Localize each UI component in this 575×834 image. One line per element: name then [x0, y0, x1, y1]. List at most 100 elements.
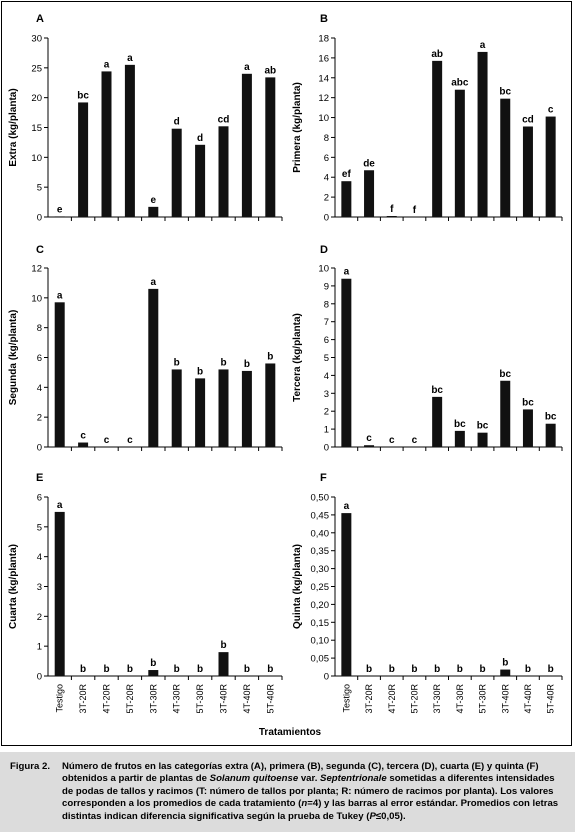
y-tick-label: 0,50 — [311, 493, 330, 504]
significance-letter: b — [389, 664, 395, 675]
significance-letter: e — [57, 204, 63, 215]
significance-letter: b — [434, 664, 440, 675]
bar — [171, 369, 182, 447]
x-tick-label: 5T-20R — [409, 684, 419, 714]
bar — [78, 442, 89, 447]
panel-c: C 0 2 4 6 8 10 12 Segunda (kg/planta) a c c c a b b b b b — [8, 244, 283, 454]
significance-letter: c — [548, 105, 554, 116]
significance-letter: ef — [342, 169, 352, 180]
bar — [148, 206, 159, 217]
y-tick-label: 0,35 — [311, 546, 330, 557]
bar — [432, 60, 443, 217]
bar — [101, 71, 112, 217]
significance-letter: b — [267, 351, 273, 362]
panel-f: F 0 0,05 0,10 0,15 0,20 0,25 0,30 0,35 0,40 0,45 0,… — [292, 472, 563, 714]
bar — [124, 64, 135, 217]
significance-letter: b — [267, 664, 273, 675]
y-tick-label: 3 — [37, 582, 42, 593]
y-tick-label: 10 — [31, 293, 42, 304]
panel-e: E 0 1 2 3 4 5 6 Cuarta (kg/planta) a Testigo b 3T-20… — [8, 472, 283, 714]
significance-letter: b — [502, 658, 508, 669]
y-tick-label: 2 — [324, 193, 329, 204]
y-tick-label: 0,45 — [311, 510, 330, 521]
bar — [241, 73, 252, 217]
bar — [78, 102, 89, 217]
y-tick-label: 1 — [324, 425, 329, 436]
figure-caption: Figura 2. Número de frutos en las catego… — [0, 752, 575, 832]
x-tick-label: 3T-40R — [219, 684, 229, 714]
bar — [265, 363, 276, 447]
significance-letter: b — [244, 359, 250, 370]
significance-letter: a — [57, 500, 63, 511]
significance-letter: bc — [477, 421, 489, 432]
y-tick-label: 0 — [37, 443, 42, 454]
caption-part: P — [369, 810, 376, 822]
bar — [54, 511, 65, 676]
caption-part: var. — [298, 773, 321, 785]
x-tick-label: 4T-40R — [242, 684, 252, 714]
significance-letter: d — [197, 133, 203, 144]
y-tick-label: 0,15 — [311, 618, 330, 629]
y-tick-label: 8 — [37, 323, 42, 334]
significance-letter: bc — [431, 385, 443, 396]
y-tick-label: 2 — [324, 407, 329, 418]
y-tick-label: 16 — [318, 53, 329, 64]
x-tick-label: 3T-30R — [432, 684, 442, 714]
significance-letter: b — [174, 664, 180, 675]
y-tick-label: 0,25 — [311, 582, 330, 593]
significance-letter: b — [479, 664, 485, 675]
y-axis-title: Segunda (kg/planta) — [8, 310, 19, 406]
y-tick-label: 2 — [37, 413, 42, 424]
significance-letter: a — [57, 290, 63, 301]
caption-part: Solanum quitoense — [209, 773, 299, 785]
y-tick-label: 0 — [324, 213, 329, 224]
bar — [386, 216, 397, 217]
y-axis-title: Cuarta (kg/planta) — [8, 544, 19, 629]
significance-letter: c — [412, 435, 418, 446]
bar — [148, 670, 159, 676]
caption-part: ≤0,05). — [375, 810, 406, 822]
bar — [432, 396, 443, 447]
bar — [341, 278, 352, 447]
significance-letter: c — [366, 433, 372, 444]
y-tick-label: 18 — [318, 34, 329, 45]
panel-label: B — [320, 13, 328, 25]
y-tick-label: 0,30 — [311, 564, 330, 575]
significance-letter: c — [104, 435, 110, 446]
caption-part: Septentrionale — [320, 773, 387, 785]
significance-letter: bc — [499, 87, 511, 98]
bar — [364, 445, 375, 447]
bar — [171, 128, 182, 217]
significance-letter: b — [150, 658, 156, 669]
bar — [241, 370, 252, 447]
significance-letter: abc — [451, 78, 469, 89]
significance-letter: e — [151, 195, 157, 206]
y-axis-title: Extra (kg/planta) — [8, 88, 19, 166]
caption-label: Figura 2. — [10, 761, 50, 772]
x-tick-label: 4T-20R — [387, 684, 397, 714]
significance-letter: b — [127, 664, 133, 675]
panel-label: D — [320, 244, 328, 256]
bar — [218, 369, 229, 447]
significance-letter: b — [220, 640, 226, 651]
significance-letter: a — [127, 53, 133, 64]
y-tick-label: 4 — [324, 371, 329, 382]
y-tick-label: 9 — [324, 281, 329, 292]
significance-letter: b — [244, 664, 250, 675]
y-tick-label: 6 — [324, 335, 329, 346]
y-tick-label: 0 — [37, 213, 42, 224]
bar — [454, 89, 465, 217]
y-tick-label: 6 — [37, 353, 42, 364]
significance-letter: f — [413, 205, 417, 216]
significance-letter: bc — [545, 412, 557, 423]
significance-letter: bc — [77, 90, 89, 101]
x-tick-label: 4T-40R — [523, 684, 533, 714]
figure-frame — [1, 1, 572, 746]
significance-letter: ab — [264, 65, 276, 76]
y-tick-label: 0,05 — [311, 654, 330, 665]
y-tick-label: 3 — [324, 389, 329, 400]
x-tick-label: 4T-30R — [172, 684, 182, 714]
